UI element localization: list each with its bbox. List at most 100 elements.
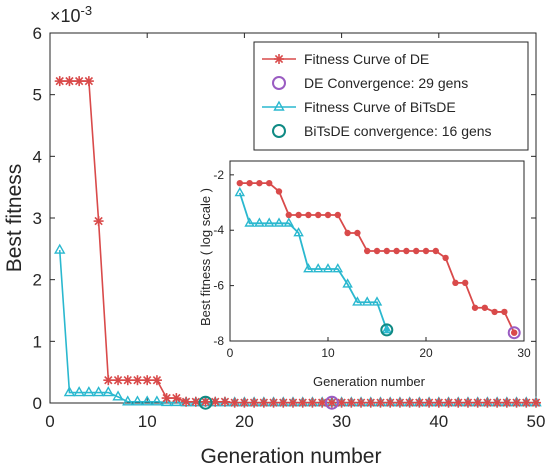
main-series-fitness-curve-of-de-point <box>443 397 454 408</box>
main-series-fitness-curve-of-de-point-stroke-3 <box>143 376 152 385</box>
main-y-tick-label: 5 <box>33 86 42 105</box>
main-series-fitness-curve-of-bitsde-point <box>131 395 144 406</box>
legend-item-fitness-curve-of-de: Fitness Curve of DE <box>262 51 429 67</box>
main-x-tick-label: 20 <box>235 412 254 431</box>
main-series-fitness-curve-of-de-point-stroke-3 <box>94 216 103 226</box>
main-series-fitness-curve-of-de-point <box>93 216 104 227</box>
main-x-tick-label: 50 <box>527 412 546 431</box>
main-series-fitness-curve-of-de-point-stroke-3 <box>230 398 239 407</box>
inset-series-de-convergence-29-gens-inner-point <box>511 330 517 336</box>
main-series-fitness-curve-of-de-point <box>122 375 133 386</box>
inset-series-fitness-curve-of-de-point <box>256 179 263 187</box>
inset-series-fitness-curve-of-de-point <box>354 229 361 237</box>
main-series-bitsde-convergence-16-gens-point <box>198 395 213 410</box>
inset-y-tick-label: -4 <box>213 223 224 237</box>
main-y-tick-label: 6 <box>33 24 42 43</box>
main-series-fitness-curve-of-de-point-stroke-3 <box>492 398 502 407</box>
main-series-fitness-curve-of-de-point-stroke-3 <box>104 376 113 385</box>
inset-y-axis-label: Best fitness ( log scale ) <box>198 188 213 326</box>
main-series-fitness-curve-of-de-point <box>336 397 347 408</box>
main-series-fitness-curve-of-de-point <box>492 397 503 408</box>
legend-item-de-convergence-29-gens: DE Convergence: 29 gens <box>272 75 468 91</box>
main-series-fitness-curve-of-de-point <box>326 397 337 408</box>
main-series-fitness-curve-of-de-point-stroke-3 <box>502 398 512 407</box>
main-series-fitness-curve-of-de-point <box>200 396 211 407</box>
main-series-fitness-curve-of-de-point-stroke-3 <box>473 398 482 407</box>
inset-series-fitness-curve-of-de-point <box>462 279 469 287</box>
main-series-fitness-curve-of-de-point-stroke-3 <box>454 398 463 407</box>
main-series-fitness-curve-of-de-point-stroke-3 <box>308 398 317 407</box>
main-series-fitness-curve-of-de-point-stroke-3 <box>211 397 220 406</box>
main-series-fitness-curve-of-de-point-stroke-3 <box>220 397 230 406</box>
main-series-fitness-curve-of-de-point <box>103 375 114 386</box>
main-x-tick-label: 30 <box>332 412 351 431</box>
y-multiplier: ×10-3 <box>50 3 92 26</box>
main-y-tick-label: 1 <box>33 332 42 351</box>
main-series-fitness-curve-of-de-point <box>83 76 94 87</box>
inset-series-fitness-curve-of-de-point <box>471 304 479 311</box>
main-y-axis-label: Best fitness <box>3 164 26 273</box>
inset-series-fitness-curve-of-bitsde-point <box>263 217 275 227</box>
main-series-fitness-curve-of-de-point-stroke-3 <box>386 398 395 407</box>
inset-x-tick-label: 0 <box>227 346 234 360</box>
main-series-fitness-curve-of-de-point-stroke-3 <box>415 398 424 407</box>
legend: Fitness Curve of DE DE Convergence: 29 ge… <box>253 41 529 151</box>
main-series-fitness-curve-of-de-point-stroke-3 <box>337 398 346 407</box>
inset-y-tick-label: -8 <box>213 334 224 348</box>
main-series-fitness-curve-of-de-point-stroke-3 <box>84 76 94 86</box>
main-series-fitness-curve-of-de-point-stroke-3 <box>279 398 288 407</box>
inset-x-tick-label: 20 <box>419 346 433 360</box>
inset-x-tick-label: 30 <box>517 346 531 360</box>
legend-item-bitsde-convergence-16-gens: BiTsDE convergence: 16 gens <box>272 123 492 139</box>
main-series-fitness-curve-of-de-point-stroke-3 <box>463 398 473 407</box>
main-series-fitness-curve-of-bitsde-point <box>63 386 76 397</box>
main-series-fitness-curve-of-bitsde-point <box>54 243 66 254</box>
legend-item-bitsde-convergence-16-gens-label: BiTsDE convergence: 16 gens <box>304 123 492 139</box>
legend-item-fitness-curve-of-bitsde-label: Fitness Curve of BiTsDE <box>304 99 456 115</box>
main-series-fitness-curve-of-de-point-stroke-3 <box>424 398 434 407</box>
main-series-fitness-curve-of-de-point-stroke-3 <box>55 76 64 86</box>
main-series-fitness-curve-of-de-point-stroke-3 <box>356 398 366 407</box>
inset-series-fitness-curve-of-de-point <box>334 211 341 219</box>
inset-series-fitness-curve-of-de-point <box>315 211 322 219</box>
legend-item-fitness-curve-of-bitsde: Fitness Curve of BiTsDE <box>262 99 456 115</box>
inset-series-fitness-curve-of-de-point <box>344 229 351 237</box>
main-series-fitness-curve-of-de-point-stroke-3 <box>113 376 123 385</box>
main-series-fitness-curve-of-de-point-stroke-3 <box>395 398 405 407</box>
main-series-fitness-curve-of-de-point <box>249 397 260 408</box>
main-series-fitness-curve-of-de-point <box>64 76 75 87</box>
main-y-tick-label: 3 <box>33 209 42 228</box>
main-series-fitness-curve-of-bitsde-point <box>92 386 105 397</box>
inset-series-fitness-curve-of-de <box>236 179 518 336</box>
main-series-fitness-curve-of-de-point <box>404 397 415 408</box>
main-series-fitness-curve-of-de-point <box>229 397 240 408</box>
main-series-fitness-curve-of-de-point-stroke-3 <box>181 397 191 406</box>
main-series-fitness-curve-of-de-point-stroke-3 <box>512 398 521 407</box>
inset-series-fitness-curve-of-de-point <box>324 211 332 219</box>
main-series-fitness-curve-of-de-point <box>462 397 473 408</box>
inset-series-fitness-curve-of-de-point <box>373 247 381 255</box>
main-series-fitness-curve-of-de-point <box>171 393 182 404</box>
inset-series-fitness-curve-of-de-point <box>442 254 449 262</box>
main-series-fitness-curve-of-de-point-stroke-3 <box>240 398 249 407</box>
inset-series-fitness-curve-of-bitsde-point <box>352 296 363 306</box>
main-series-fitness-curve-of-de-point-stroke-3 <box>317 398 327 407</box>
inset-series-fitness-curve-of-bitsde-point <box>283 217 295 227</box>
main-series-fitness-curve-of-de-point-stroke-3 <box>434 398 443 407</box>
inset-series-fitness-curve-of-de-point <box>246 179 253 187</box>
main-series-fitness-curve-of-de-point <box>385 397 396 408</box>
main-series-bitsde-convergence-16-gens <box>198 395 213 410</box>
main-series-fitness-curve-of-bitsde-point <box>112 390 124 401</box>
main-series-fitness-curve-of-de-point <box>297 397 308 408</box>
main-series-fitness-curve-of-de-point-stroke-3 <box>376 398 385 407</box>
main-series-fitness-curve-of-de-point-stroke-3 <box>483 398 492 407</box>
inset-series-fitness-curve-of-bitsde-point <box>273 217 285 227</box>
main-series-fitness-curve-of-de-point <box>54 76 65 87</box>
main-series-fitness-curve-of-de-point-stroke-3 <box>123 376 132 385</box>
inset-series-fitness-curve-of-de-point <box>403 247 410 255</box>
main-series-fitness-curve-of-de-point <box>161 393 172 404</box>
y-multiplier-exponent: -3 <box>81 3 93 18</box>
main-series-fitness-curve-of-de-point <box>453 397 464 408</box>
inset-series-fitness-curve-of-bitsde-point <box>361 296 373 306</box>
inset-series-fitness-curve-of-de-point <box>295 211 302 219</box>
